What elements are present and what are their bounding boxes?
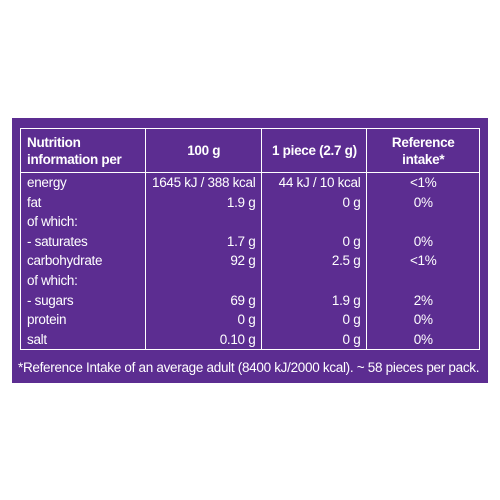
table-body: energy 1645 kJ / 388 kcal 44 kJ / 10 kcal <…	[20, 172, 480, 351]
table-cell: <1%	[366, 172, 480, 193]
table-cell: fat	[20, 192, 146, 213]
table-cell: 0 g	[261, 231, 368, 252]
table-row: of which:	[20, 212, 480, 232]
table-cell: 92 g	[144, 251, 263, 271]
table-cell	[261, 270, 368, 291]
header-text: Reference	[391, 134, 455, 150]
table-cell: 0 g	[261, 310, 368, 330]
table-cell: 1.9 g	[261, 290, 368, 311]
table-cell: energy	[20, 172, 146, 193]
table-cell: 1.9 g	[144, 192, 263, 213]
table-cell: 69 g	[144, 290, 263, 311]
table-cell: 0%	[366, 310, 480, 330]
header-text: 100 g	[187, 143, 221, 158]
table-cell: 2.5 g	[261, 251, 368, 271]
table-row: carbohydrate 92 g 2.5 g <1%	[20, 251, 480, 271]
table-cell: 1.7 g	[144, 231, 263, 252]
table-row: - sugars 69 g 1.9 g 2%	[20, 290, 480, 311]
table-cell: of which:	[20, 270, 146, 291]
footnote: *Reference Intake of an average adult (8…	[18, 360, 480, 375]
header-text: information per	[27, 151, 122, 167]
table-cell	[144, 212, 263, 232]
table-cell: 2%	[366, 290, 480, 311]
table-cell: - saturates	[20, 231, 146, 252]
header-text: intake*	[402, 151, 445, 167]
header-cell: 1 piece (2.7 g)	[261, 128, 368, 173]
table-cell	[144, 270, 263, 291]
table-cell: 0.10 g	[144, 329, 263, 351]
table-row: energy 1645 kJ / 388 kcal 44 kJ / 10 kcal <…	[20, 172, 480, 193]
table-cell: 0 g	[144, 310, 263, 330]
table-cell	[261, 212, 368, 232]
table-cell: salt	[20, 329, 146, 351]
nutrition-panel: Nutrition information per 100 g 1 piece (2.…	[12, 118, 488, 383]
table-cell: 1645 kJ / 388 kcal	[144, 172, 263, 193]
table-cell: - sugars	[20, 290, 146, 311]
table-cell: carbohydrate	[20, 251, 146, 271]
header-cell: 100 g	[144, 128, 263, 173]
header-text: 1 piece (2.7 g)	[272, 143, 357, 158]
table-cell: 0%	[366, 329, 480, 351]
table-row: of which:	[20, 270, 480, 291]
table-cell: 0%	[366, 192, 480, 213]
table-cell: 0 g	[261, 329, 368, 351]
table-cell: of which:	[20, 212, 146, 232]
table-cell: protein	[20, 310, 146, 330]
table-cell: 0%	[366, 231, 480, 252]
table-cell	[366, 212, 480, 232]
table-cell: 0 g	[261, 192, 368, 213]
header-text: Nutrition	[27, 134, 81, 150]
table-cell: <1%	[366, 251, 480, 271]
nutrition-table: Nutrition information per 100 g 1 piece (2.…	[20, 128, 480, 351]
header-cell: Nutrition information per	[20, 128, 146, 173]
table-cell	[366, 270, 480, 291]
header-row: Nutrition information per 100 g 1 piece (2.…	[20, 128, 480, 173]
table-cell: 44 kJ / 10 kcal	[261, 172, 368, 193]
header-cell: Reference intake*	[366, 128, 480, 173]
table-header: Nutrition information per 100 g 1 piece (2.…	[20, 128, 480, 173]
